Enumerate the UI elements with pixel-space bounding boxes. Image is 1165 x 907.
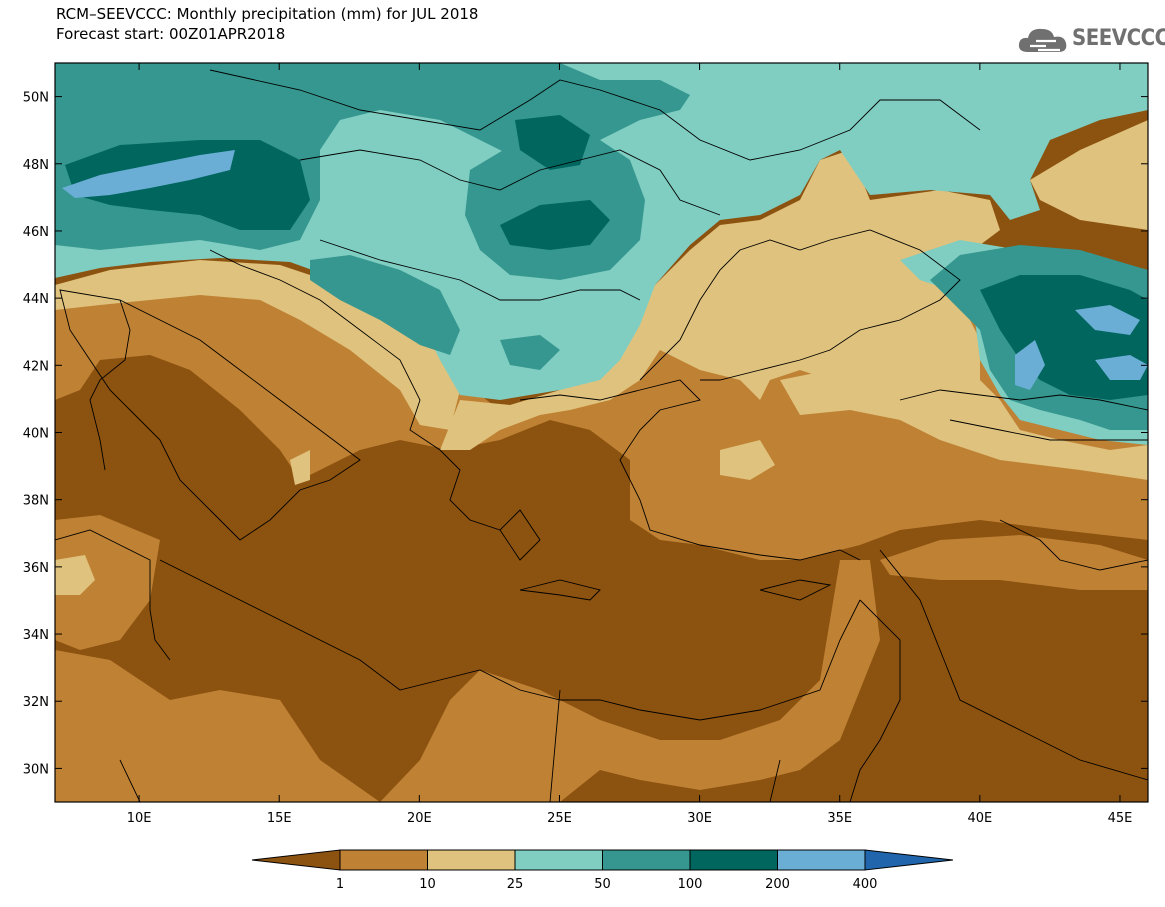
lat-tick-label: 46N (23, 225, 49, 240)
cloud-icon (1018, 28, 1067, 52)
lat-tick-label: 44N (23, 292, 49, 307)
seevccc-logo: SEEVCCC (1016, 22, 1165, 58)
lat-tick-label: 40N (23, 427, 49, 442)
lon-tick-label: 20E (407, 811, 432, 826)
logo-text: SEEVCCC (1072, 26, 1165, 51)
lat-tick-label: 30N (23, 762, 49, 777)
lon-tick-label: 25E (547, 811, 572, 826)
lat-tick-label: 50N (23, 91, 49, 106)
title-line-2: Forecast start: 00Z01APR2018 (56, 25, 286, 43)
lat-tick-label: 32N (23, 695, 49, 710)
coastlines-borders (55, 69, 1148, 802)
lon-tick-label: 15E (267, 811, 292, 826)
longitude-ticks: 10E 15E 20E 25E 30E 35E 40E 45E (127, 63, 1133, 826)
lon-tick-label: 10E (127, 811, 152, 826)
map-title: RCM–SEEVCCC: Monthly precipitation (mm) … (56, 4, 478, 44)
precipitation-field (55, 63, 1148, 802)
lon-tick-label: 30E (687, 811, 712, 826)
lat-tick-label: 36N (23, 561, 49, 576)
lon-tick-label: 40E (967, 811, 992, 826)
lat-tick-label: 42N (23, 359, 49, 374)
title-line-1: RCM–SEEVCCC: Monthly precipitation (mm) … (56, 5, 479, 23)
lat-tick-label: 38N (23, 494, 49, 509)
latitude-ticks: 50N 48N 46N 44N 42N 40N 38N 36N 34N 32N 30N (23, 91, 1148, 777)
lat-tick-label: 48N (23, 158, 49, 173)
lon-tick-label: 35E (827, 811, 852, 826)
lon-tick-label: 45E (1108, 811, 1133, 826)
lat-tick-label: 34N (23, 628, 49, 643)
